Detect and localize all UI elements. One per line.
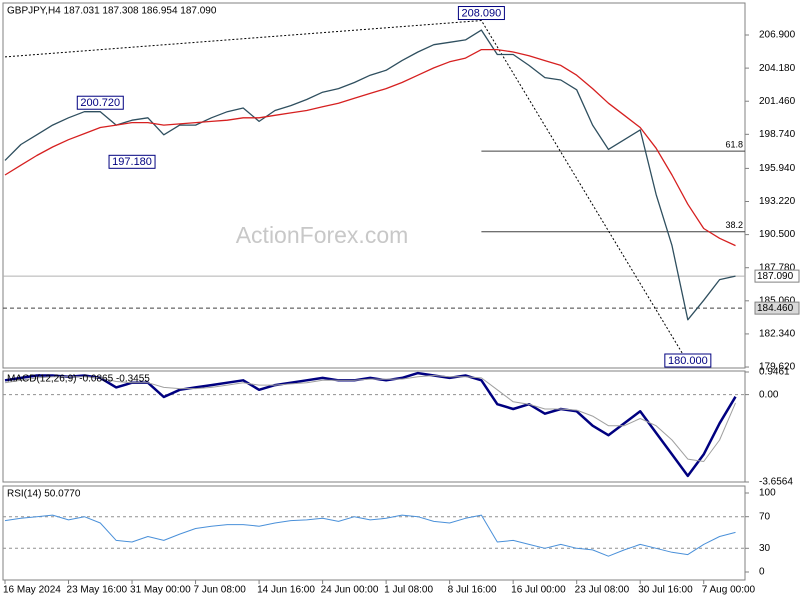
annotation-box (664, 353, 712, 368)
y-tick-label: -3.6564 (759, 477, 793, 488)
y-tick-label: 206.900 (759, 30, 796, 41)
panel-title: RSI(14) 50.0770 (7, 489, 81, 500)
x-tick-label: 7 Jun 08:00 (194, 585, 247, 596)
x-tick-label: 30 Jul 16:00 (638, 585, 693, 596)
annotation-label: 197.180 (112, 156, 152, 168)
y-tick-label: 193.220 (759, 196, 796, 207)
series-line (4, 514, 736, 557)
watermark: ActionForex.com (236, 222, 409, 248)
annotation-label: 200.720 (80, 97, 120, 109)
fib-label: 61.8 (725, 139, 743, 149)
annotation-box (108, 154, 156, 169)
series-line (4, 48, 736, 247)
y-tick-label: 70 (759, 511, 771, 522)
price-label-box (754, 269, 800, 283)
panel-frame (2, 370, 746, 483)
price-label: 184.460 (757, 303, 794, 314)
y-tick-label: 0 (759, 567, 765, 578)
annotation-label: 180.000 (668, 355, 708, 367)
y-tick-label: 179.620 (759, 362, 796, 373)
y-tick-label: 190.500 (759, 229, 796, 240)
price-label: 187.090 (757, 271, 794, 282)
y-tick-label: 182.340 (759, 329, 796, 340)
y-tick-label: 0.00 (759, 389, 779, 400)
panel-title: MACD(12,26,9) -0.0865 -0.3455 (7, 374, 150, 385)
series-line (4, 29, 736, 321)
x-tick-label: 16 Jul 00:00 (511, 585, 566, 596)
x-tick-label: 7 Aug 00:00 (702, 585, 756, 596)
annotation-box (457, 6, 505, 21)
panel-frame (2, 485, 746, 581)
y-tick-label: 187.780 (759, 262, 796, 273)
trend-line (4, 20, 689, 363)
x-tick-label: 1 Jul 08:00 (384, 585, 433, 596)
series-line (4, 375, 736, 462)
annotation-label: 208.090 (462, 7, 502, 19)
y-tick-label: 195.940 (759, 163, 796, 174)
y-tick-label: 100 (759, 488, 776, 499)
x-tick-label: 23 May 16:00 (67, 585, 128, 596)
y-tick-label: 198.740 (759, 129, 796, 140)
y-tick-label: 0.9461 (759, 367, 790, 378)
x-tick-label: 31 May 00:00 (130, 585, 191, 596)
x-tick-label: 8 Jul 16:00 (448, 585, 497, 596)
x-tick-label: 16 May 2024 (3, 585, 61, 596)
price-label-box (754, 301, 800, 315)
y-tick-label: 201.460 (759, 96, 796, 107)
panel-frame (2, 2, 746, 369)
x-tick-label: 24 Jun 00:00 (321, 585, 379, 596)
y-tick-label: 30 (759, 543, 771, 554)
y-tick-label: 204.180 (759, 63, 796, 74)
annotation-box (76, 95, 124, 110)
series-line (4, 371, 737, 478)
x-tick-label: 23 Jul 08:00 (575, 585, 630, 596)
fib-label: 38.2 (725, 220, 743, 230)
panel-title: GBPJPY,H4 187.031 187.308 186.954 187.09… (7, 6, 217, 17)
x-tick-label: 14 Jun 16:00 (257, 585, 315, 596)
y-tick-label: 185.060 (759, 295, 796, 306)
